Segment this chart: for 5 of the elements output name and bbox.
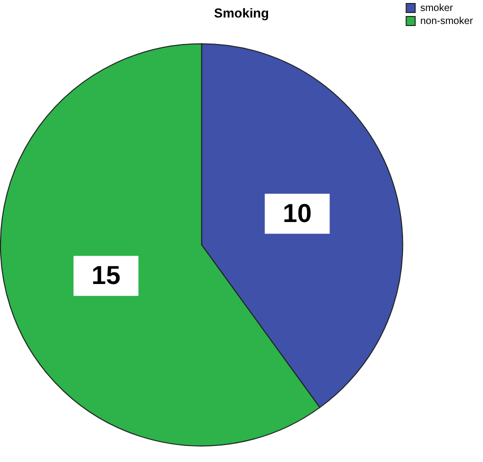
data-label: 10 bbox=[282, 198, 312, 228]
legend-label: smoker bbox=[420, 2, 454, 14]
data-label: 15 bbox=[92, 260, 120, 290]
chart-title: Smoking bbox=[214, 5, 269, 20]
legend-label: non-smoker bbox=[420, 16, 474, 27]
